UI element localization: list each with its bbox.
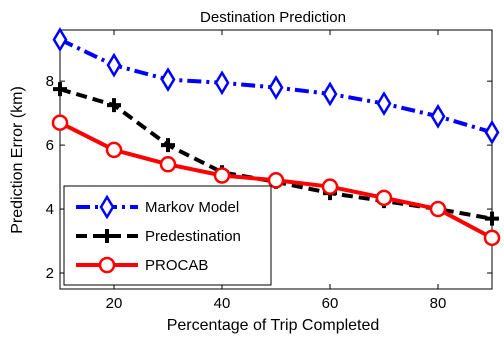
data-point bbox=[161, 138, 175, 153]
x-tick-label: 80 bbox=[430, 295, 447, 312]
series-layer bbox=[51, 27, 501, 247]
legend-marker bbox=[100, 229, 114, 243]
y-tick-label: 8 bbox=[46, 73, 54, 90]
data-point bbox=[376, 91, 392, 116]
legend-label: Markov Model bbox=[145, 199, 239, 216]
y-axis-label: Prediction Error (km) bbox=[9, 86, 26, 234]
legend: Markov Model Predestination PROCAB bbox=[63, 185, 272, 286]
data-point bbox=[484, 119, 500, 145]
data-point bbox=[51, 114, 69, 131]
y-axis-ticks: 2 4 6 8 bbox=[46, 73, 492, 282]
data-point bbox=[267, 172, 285, 189]
data-point bbox=[213, 167, 231, 184]
y-tick-label: 2 bbox=[46, 265, 54, 282]
legend-label: Predestination bbox=[145, 228, 241, 245]
data-point bbox=[159, 156, 177, 173]
data-point bbox=[483, 229, 501, 247]
data-point bbox=[106, 52, 122, 78]
data-point bbox=[485, 211, 499, 226]
data-point bbox=[52, 27, 68, 53]
legend-entry: PROCAB bbox=[76, 256, 208, 274]
data-point bbox=[321, 178, 339, 195]
y-tick-label: 6 bbox=[46, 137, 54, 154]
y-tick-label: 4 bbox=[46, 201, 54, 218]
data-point bbox=[430, 103, 446, 129]
series-procab bbox=[51, 114, 501, 247]
chart-title: Destination Prediction bbox=[200, 9, 346, 26]
legend-marker bbox=[99, 194, 115, 220]
x-tick-label: 20 bbox=[106, 295, 123, 312]
series-markov-model bbox=[52, 27, 500, 145]
data-point bbox=[214, 70, 230, 96]
x-axis-label: Percentage of Trip Completed bbox=[167, 317, 380, 334]
data-point bbox=[429, 200, 447, 218]
data-point bbox=[53, 82, 67, 97]
data-point bbox=[105, 141, 123, 159]
data-point bbox=[160, 67, 176, 92]
legend-entry: Markov Model bbox=[76, 194, 239, 220]
x-tick-label: 40 bbox=[214, 295, 231, 312]
legend-marker bbox=[98, 256, 116, 274]
data-point bbox=[107, 98, 121, 113]
data-point bbox=[322, 81, 338, 107]
data-point bbox=[268, 75, 284, 100]
x-tick-label: 60 bbox=[322, 295, 339, 312]
data-point bbox=[375, 189, 393, 207]
legend-entry: Predestination bbox=[76, 228, 241, 245]
legend-label: PROCAB bbox=[145, 257, 208, 274]
